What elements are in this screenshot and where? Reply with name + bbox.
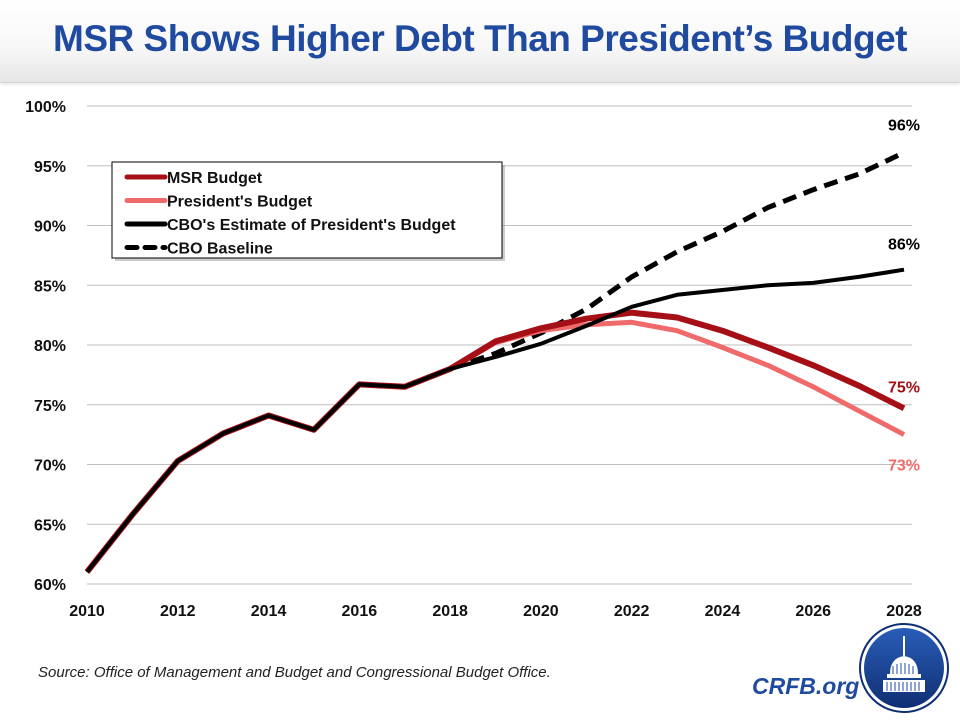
legend-label-cbo_estimate: CBO's Estimate of President's Budget xyxy=(167,217,456,234)
x-tick-label: 2028 xyxy=(886,603,922,620)
x-tick-label: 2014 xyxy=(251,603,287,620)
legend-label-msr: MSR Budget xyxy=(167,170,263,187)
y-tick-label: 60% xyxy=(34,577,66,594)
y-tick-label: 65% xyxy=(34,517,66,534)
x-tick-label: 2020 xyxy=(523,603,559,620)
y-tick-label: 80% xyxy=(34,338,66,355)
x-tick-label: 2022 xyxy=(614,603,650,620)
legend-label-cbo_baseline: CBO Baseline xyxy=(167,241,273,258)
y-tick-label: 75% xyxy=(34,398,66,415)
brand-link[interactable]: CRFB.org xyxy=(752,673,860,699)
legend-box xyxy=(111,161,503,259)
y-tick-label: 70% xyxy=(34,458,66,475)
y-tick-label: 95% xyxy=(34,159,66,176)
y-tick-label: 90% xyxy=(34,219,66,236)
legend: MSR Budget President's Budget CBO's Estima… xyxy=(111,161,505,261)
end-label-msr: 75% xyxy=(888,379,920,396)
end-label-cbo_baseline: 96% xyxy=(888,118,920,135)
x-tick-label: 2026 xyxy=(795,603,831,620)
end-label-president: 73% xyxy=(888,458,920,475)
series-line-cbo_estimate xyxy=(85,267,905,574)
end-label-cbo_estimate: 86% xyxy=(888,237,920,254)
x-tick-label: 2018 xyxy=(432,603,468,620)
chart-title: MSR Shows Higher Debt Than President’s B… xyxy=(53,18,907,59)
series-lines xyxy=(84,150,906,574)
source-note: Source: Office of Management and Budget … xyxy=(38,664,551,681)
title-banner: MSR Shows Higher Debt Than President’s B… xyxy=(0,0,960,83)
legend-label-president: President's Budget xyxy=(167,194,313,211)
x-tick-label: 2010 xyxy=(69,603,105,620)
y-axis-ticks: 60% 65% 70% 75% 80% 85% 90% 95% 100% xyxy=(25,99,66,594)
x-tick-label: 2012 xyxy=(160,603,196,620)
x-tick-label: 2024 xyxy=(705,603,741,620)
y-tick-label: 100% xyxy=(25,99,66,116)
x-axis-ticks: 2010 2012 2014 2016 2018 2020 2022 2024 2026 2028 xyxy=(69,603,922,620)
y-tick-label: 85% xyxy=(34,278,66,295)
series-line-cbo_baseline xyxy=(449,150,906,372)
x-tick-label: 2016 xyxy=(342,603,378,620)
capitol-dome-logo-icon xyxy=(859,623,949,713)
series-line-president xyxy=(85,319,906,574)
end-labels: 75% 73% 86% 96% xyxy=(888,118,920,475)
